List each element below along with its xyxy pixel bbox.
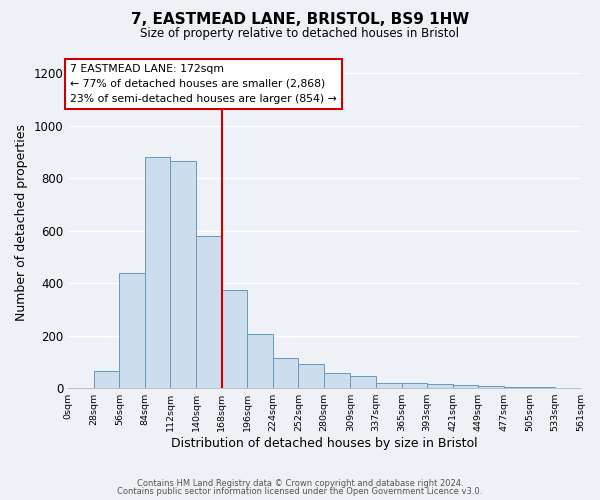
Bar — [376, 383, 401, 388]
Text: Size of property relative to detached houses in Bristol: Size of property relative to detached ho… — [140, 28, 460, 40]
Bar — [478, 386, 504, 388]
Bar — [324, 373, 350, 388]
Bar — [350, 376, 376, 388]
Bar — [504, 387, 529, 388]
Bar — [427, 384, 452, 388]
Bar — [196, 236, 221, 388]
Bar — [247, 334, 273, 388]
Bar — [401, 384, 427, 388]
Bar — [298, 364, 324, 388]
Bar — [221, 290, 247, 388]
Bar — [94, 371, 119, 388]
Bar — [170, 161, 196, 388]
Bar — [452, 386, 478, 388]
Text: Contains public sector information licensed under the Open Government Licence v3: Contains public sector information licen… — [118, 487, 482, 496]
Bar — [273, 358, 298, 388]
Bar — [145, 157, 170, 388]
Text: 7 EASTMEAD LANE: 172sqm
← 77% of detached houses are smaller (2,868)
23% of semi: 7 EASTMEAD LANE: 172sqm ← 77% of detache… — [70, 64, 337, 104]
Y-axis label: Number of detached properties: Number of detached properties — [15, 124, 28, 322]
Bar — [119, 272, 145, 388]
X-axis label: Distribution of detached houses by size in Bristol: Distribution of detached houses by size … — [171, 437, 478, 450]
Text: Contains HM Land Registry data © Crown copyright and database right 2024.: Contains HM Land Registry data © Crown c… — [137, 478, 463, 488]
Text: 7, EASTMEAD LANE, BRISTOL, BS9 1HW: 7, EASTMEAD LANE, BRISTOL, BS9 1HW — [131, 12, 469, 28]
